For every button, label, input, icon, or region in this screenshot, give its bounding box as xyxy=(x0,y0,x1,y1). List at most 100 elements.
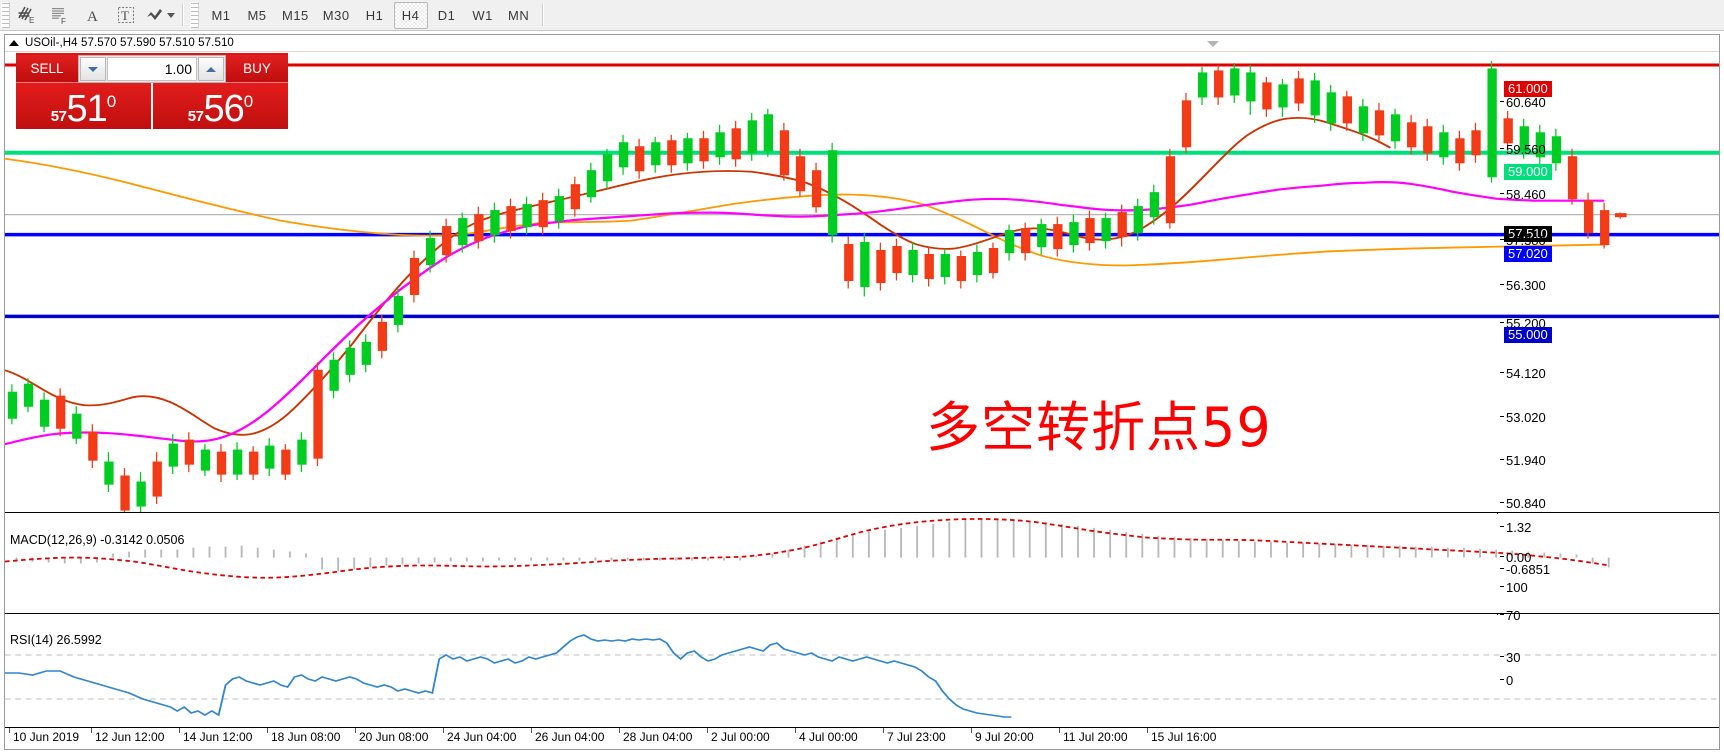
volume-input[interactable]: 1.00 xyxy=(107,57,197,81)
time-tick-label-10: 7 Jul 23:00 xyxy=(887,730,946,744)
tick-mark xyxy=(1500,459,1504,460)
tick-mark xyxy=(1500,526,1504,527)
text-label-icon[interactable]: A xyxy=(77,2,108,29)
rsi-indicator-label: RSI(14) 26.5992 xyxy=(10,633,102,647)
svg-text:F: F xyxy=(61,17,66,26)
sell-price-display[interactable]: 57 51 0 xyxy=(16,83,151,129)
timeframe-button-m30[interactable]: M30 xyxy=(322,7,350,23)
time-tick-label-7: 28 Jun 04:00 xyxy=(623,730,693,744)
time-tick-mark-5 xyxy=(443,728,444,733)
price-label-5: 57.510 xyxy=(1504,226,1552,242)
collapse-triangle-icon[interactable] xyxy=(9,40,19,46)
tick-mark xyxy=(1500,416,1504,417)
time-tick-label-2: 14 Jun 12:00 xyxy=(183,730,253,744)
macd-indicator-label: MACD(12,26,9) -0.3142 0.0506 xyxy=(10,533,185,547)
time-tick-mark-2 xyxy=(179,728,180,733)
sell-price-whole: 57 xyxy=(50,108,67,125)
timeframe-button-w1[interactable]: W1 xyxy=(472,7,493,23)
sell-button[interactable]: SELL xyxy=(16,55,78,83)
time-tick-mark-11 xyxy=(971,728,972,733)
price-label-8: 56.300 xyxy=(1500,278,1546,293)
toolbar-separator-2 xyxy=(541,4,544,26)
macd-label-text-2: -0.6851 xyxy=(1506,562,1551,577)
price-label-text-7: 57.020 xyxy=(1508,246,1548,261)
price-label-text-14: 50.840 xyxy=(1506,496,1546,511)
expert-advisor-icon[interactable]: E xyxy=(11,2,42,29)
price-label-text-3: 59.000 xyxy=(1508,164,1548,179)
timeframe-button-m5[interactable]: M5 xyxy=(247,7,267,23)
timeframe-button-m15[interactable]: M15 xyxy=(282,7,309,23)
rsi-line xyxy=(5,634,1012,718)
window-chevron-down-icon[interactable] xyxy=(1207,41,1219,47)
data-window-icon[interactable]: F xyxy=(44,2,75,29)
price-label-1: 60.640 xyxy=(1500,95,1546,110)
octp-controls-row: SELL 1.00 BUY xyxy=(16,55,288,83)
price-label-14: 50.840 xyxy=(1500,496,1546,511)
tick-mark xyxy=(1500,148,1504,149)
tick-mark xyxy=(1500,614,1504,615)
rsi-pane xyxy=(5,615,1719,747)
price-label-4: 58.460 xyxy=(1500,188,1546,202)
volume-decrease-button[interactable] xyxy=(80,57,106,81)
svg-text:T: T xyxy=(121,8,129,23)
octp-price-row: 57 51 0 57 56 0 xyxy=(16,83,288,129)
price-label-text-2: 59.560 xyxy=(1506,142,1546,157)
price-label-text-1: 60.640 xyxy=(1506,95,1546,110)
rsi-label-3: 0 xyxy=(1500,674,1513,688)
main-toolbar: E F A T xyxy=(0,0,1724,31)
price-label-text-10: 55.000 xyxy=(1508,327,1548,342)
volume-spinner[interactable]: 1.00 xyxy=(78,55,226,83)
indicators-icon[interactable] xyxy=(143,2,176,29)
sell-price-fraction: 0 xyxy=(106,92,117,111)
symbol-info-bar: USOil-,H4 57.570 57.590 57.510 57.510 xyxy=(5,35,1719,52)
price-label-text-8: 56.300 xyxy=(1506,278,1546,293)
time-tick-label-3: 18 Jun 08:00 xyxy=(271,730,341,744)
timeframe-button-h4[interactable]: H4 xyxy=(393,1,428,29)
timeframe-toolbar-grip[interactable] xyxy=(190,2,199,28)
time-tick-label-6: 26 Jun 04:00 xyxy=(535,730,605,744)
text-object-icon[interactable]: T xyxy=(110,2,141,29)
timeframe-button-d1[interactable]: D1 xyxy=(437,7,456,23)
price-label-text-12: 53.020 xyxy=(1506,410,1546,425)
time-tick-mark-3 xyxy=(267,728,268,733)
time-tick-mark-13 xyxy=(1147,728,1148,733)
timeframe-button-h1[interactable]: H1 xyxy=(365,7,384,23)
time-tick-label-13: 15 Jul 16:00 xyxy=(1151,730,1217,744)
tick-mark xyxy=(1500,239,1504,240)
time-tick-mark-1 xyxy=(91,728,92,733)
caret-down-icon xyxy=(88,66,98,72)
svg-text:E: E xyxy=(29,16,34,25)
buy-price-display[interactable]: 57 56 0 xyxy=(153,83,288,129)
price-label-7: 57.020 xyxy=(1504,246,1552,262)
price-scale[interactable]: 61.000 60.640 59.560 59.000 58.460 57.510 57.3… xyxy=(1498,53,1720,727)
time-tick-mark-10 xyxy=(883,728,884,733)
time-tick-mark-8 xyxy=(707,728,708,733)
ma-orange-line xyxy=(5,157,1605,267)
rsi-label-0: 100 xyxy=(1500,581,1528,595)
buy-button[interactable]: BUY xyxy=(226,55,288,83)
toolbar-grip[interactable] xyxy=(1,2,10,28)
timeframe-button-mn[interactable]: MN xyxy=(507,7,530,23)
price-label-0: 61.000 xyxy=(1504,81,1552,97)
time-tick-label-4: 20 Jun 08:00 xyxy=(359,730,429,744)
timeframe-button-m1[interactable]: M1 xyxy=(211,7,231,23)
time-scale[interactable]: 10 Jun 2019 12 Jun 12:00 14 Jun 12:00 18 Ju… xyxy=(5,727,1719,749)
tick-mark xyxy=(1500,372,1504,373)
price-label-text-5: 57.510 xyxy=(1508,226,1548,241)
price-label-12: 53.020 xyxy=(1500,410,1546,425)
tick-mark xyxy=(1500,556,1504,557)
price-label-text-6: 57.380 xyxy=(1506,233,1546,248)
toolbar-separator xyxy=(182,4,184,26)
indicators-dropdown-caret-icon[interactable] xyxy=(167,12,175,18)
price-label-11: 54.120 xyxy=(1500,367,1546,381)
time-tick-label-1: 12 Jun 12:00 xyxy=(95,730,165,744)
volume-increase-button[interactable] xyxy=(198,57,224,81)
rsi-chart-svg xyxy=(5,634,1719,718)
price-label-2: 59.560 xyxy=(1500,142,1546,157)
timeframe-buttons: M1 M5 M15 M30 H1 H4 D1 W1 MN xyxy=(203,1,537,29)
tick-mark xyxy=(1500,502,1504,503)
symbol-ohlc-text: USOil-,H4 57.570 57.590 57.510 57.510 xyxy=(25,37,234,49)
rsi-label-text-2: 30 xyxy=(1506,650,1521,665)
rsi-label-2: 30 xyxy=(1500,650,1521,665)
time-tick-label-8: 2 Jul 00:00 xyxy=(711,730,770,744)
